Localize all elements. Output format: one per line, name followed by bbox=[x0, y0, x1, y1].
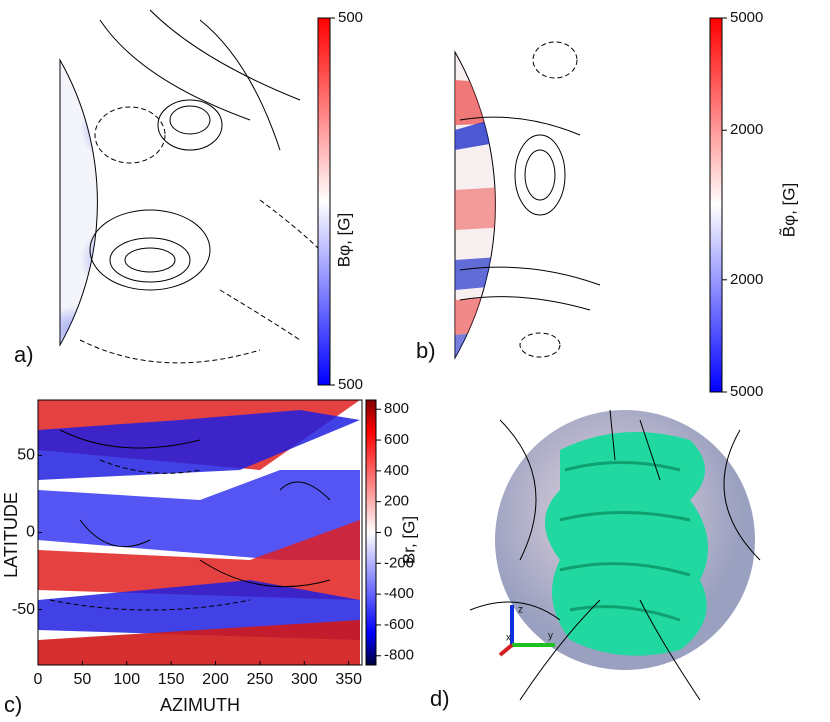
panel-a-field bbox=[59, 9, 321, 364]
colorbar-tick-label: 2000 bbox=[730, 271, 763, 288]
colorbar-tick-label: -200 bbox=[384, 554, 414, 571]
x-tick-label: 50 bbox=[73, 671, 91, 688]
panel-label: d) bbox=[430, 686, 450, 711]
colorbar-tick-label: 800 bbox=[384, 400, 409, 417]
colorbar-label: Br, [G] bbox=[399, 516, 418, 564]
colorbar-tick-label: 5000 bbox=[730, 383, 763, 400]
axis-letter: y bbox=[548, 631, 553, 642]
x-axis-label: AZIMUTH bbox=[160, 695, 240, 715]
colorbar-tick-label: -800 bbox=[384, 647, 414, 664]
x-tick-label: 100 bbox=[113, 671, 140, 688]
y-axis-label: LATITUDE bbox=[1, 492, 21, 578]
colorbar-tick-label: -400 bbox=[384, 585, 414, 602]
x-tick-label: 300 bbox=[291, 671, 318, 688]
colorbar bbox=[365, 399, 377, 666]
panel-b-field bbox=[454, 41, 601, 360]
x-tick-label: 250 bbox=[247, 671, 274, 688]
colorbar-tick-label: 600 bbox=[384, 431, 409, 448]
x-tick-label: 350 bbox=[335, 671, 362, 688]
axis-letter: z bbox=[518, 605, 523, 616]
colorbar-tick-label: 500 bbox=[338, 9, 363, 26]
panel-label: c) bbox=[4, 692, 22, 717]
x-tick-label: 0 bbox=[34, 671, 43, 688]
panel-label: a) bbox=[14, 342, 34, 367]
axis-letter: x bbox=[506, 633, 511, 644]
colorbar-label: Bφ, [G] bbox=[334, 213, 353, 267]
panel-c-field bbox=[38, 400, 362, 665]
panel-d-render bbox=[469, 409, 761, 701]
y-tick-label: -50 bbox=[12, 601, 35, 618]
colorbar-tick-label: 200 bbox=[384, 493, 409, 510]
y-tick-label: 0 bbox=[26, 524, 35, 541]
colorbar-tick-label: 400 bbox=[384, 462, 409, 479]
x-tick-label: 150 bbox=[158, 671, 185, 688]
colorbar-tick-label: 2000 bbox=[730, 121, 763, 138]
colorbar bbox=[709, 17, 723, 393]
colorbar-tick-label: 0 bbox=[384, 523, 392, 540]
colorbar-tick-label: 500 bbox=[338, 376, 363, 393]
panel-label: b) bbox=[416, 338, 436, 363]
colorbar-label: B̃φ, [G] bbox=[779, 183, 799, 237]
colorbar-tick-label: 5000 bbox=[730, 9, 763, 26]
colorbar bbox=[317, 17, 331, 386]
y-tick-label: 50 bbox=[17, 447, 35, 464]
x-tick-label: 200 bbox=[202, 671, 229, 688]
colorbar-tick-label: -600 bbox=[384, 616, 414, 633]
